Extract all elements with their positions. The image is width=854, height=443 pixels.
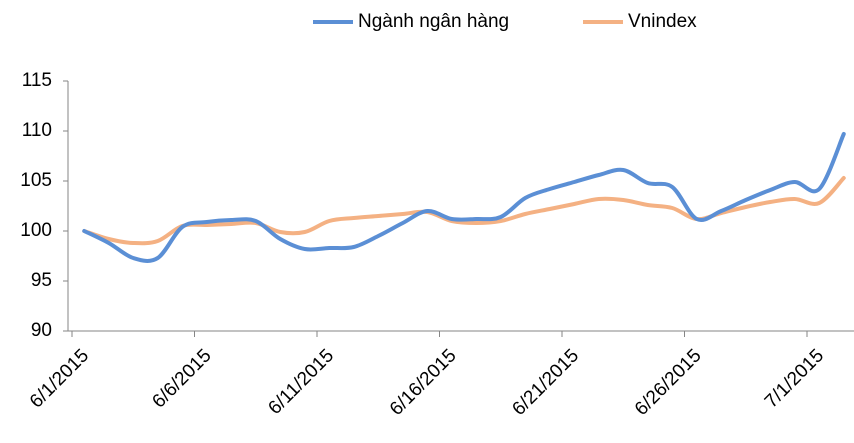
x-tick-label: 6/6/2015 <box>148 345 215 412</box>
y-tick-label: 95 <box>31 270 52 291</box>
y-tick-label: 115 <box>22 70 52 91</box>
series-line <box>82 132 846 263</box>
legend-label: Vnindex <box>628 11 697 32</box>
y-tick-label: 100 <box>20 220 52 241</box>
x-tick-label: 6/21/2015 <box>508 345 583 420</box>
series-line <box>82 176 846 246</box>
x-tick-label: 6/11/2015 <box>264 345 338 419</box>
x-tick-label: 7/1/2015 <box>761 345 828 412</box>
x-tick-label: 6/26/2015 <box>631 345 706 420</box>
y-tick-label: 105 <box>20 170 52 191</box>
x-tick-label: 6/1/2015 <box>26 345 93 412</box>
y-tick-label: 90 <box>31 320 52 341</box>
legend-label: Ngành ngân hàng <box>358 11 509 32</box>
y-tick-label: 110 <box>22 120 52 141</box>
x-tick-label: 6/16/2015 <box>386 345 461 420</box>
